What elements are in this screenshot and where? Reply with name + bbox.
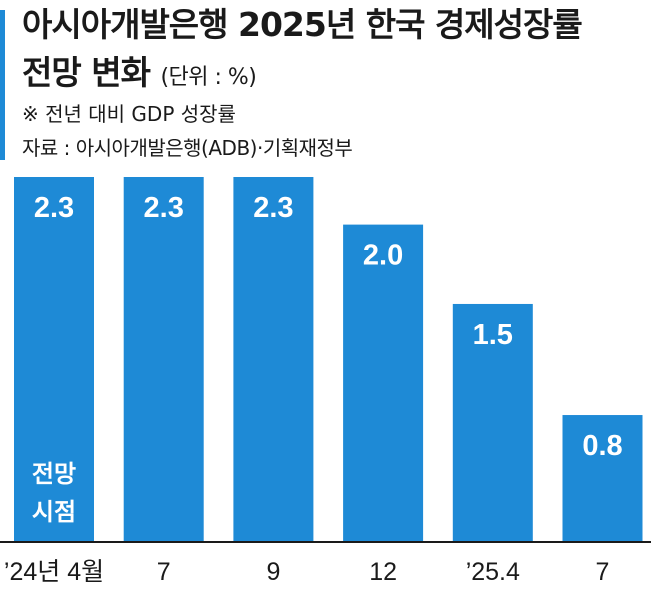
x-tick-label-3: 12: [369, 558, 397, 586]
bar-value-label-5: 0.8: [582, 430, 622, 462]
chart-title: 아시아개발은행 2025년 한국 경제성장률: [22, 5, 583, 44]
x-tick-label-4: ’25.4: [466, 558, 520, 586]
bar-2: [233, 177, 314, 542]
chart-title-part2: 전망 변화: [22, 53, 151, 92]
bar-value-label-3: 2.0: [363, 240, 403, 272]
bar-5: [562, 415, 643, 542]
bar-value-label-2: 2.3: [253, 192, 293, 224]
x-tick-label-1: 7: [157, 558, 171, 586]
bar-0: [14, 177, 94, 542]
bar-4: [452, 303, 533, 542]
unit-label: (단위 : %): [160, 65, 257, 90]
bar-value-label-1: 2.3: [144, 192, 184, 224]
x-tick-label-2: 9: [266, 558, 280, 586]
chart-title-line2: 전망 변화 (단위 : %): [22, 50, 257, 101]
title-accent-bar: [0, 10, 5, 160]
chart-source: 자료 : 아시아개발은행(ADB)·기획재정부: [22, 136, 353, 160]
bar-1: [123, 177, 204, 542]
x-tick-label-0: ’24년 4월: [4, 558, 104, 586]
bar-3: [343, 224, 424, 542]
chart-note: ※ 전년 대비 GDP 성장률: [22, 102, 236, 126]
x-tick-label-5: 7: [596, 558, 610, 586]
x-axis-caption-line-1: 시점: [32, 498, 76, 526]
bar-value-label-4: 1.5: [473, 319, 513, 351]
x-axis-caption-line-0: 전망: [32, 460, 76, 488]
bar-value-label-0: 2.3: [34, 192, 74, 224]
